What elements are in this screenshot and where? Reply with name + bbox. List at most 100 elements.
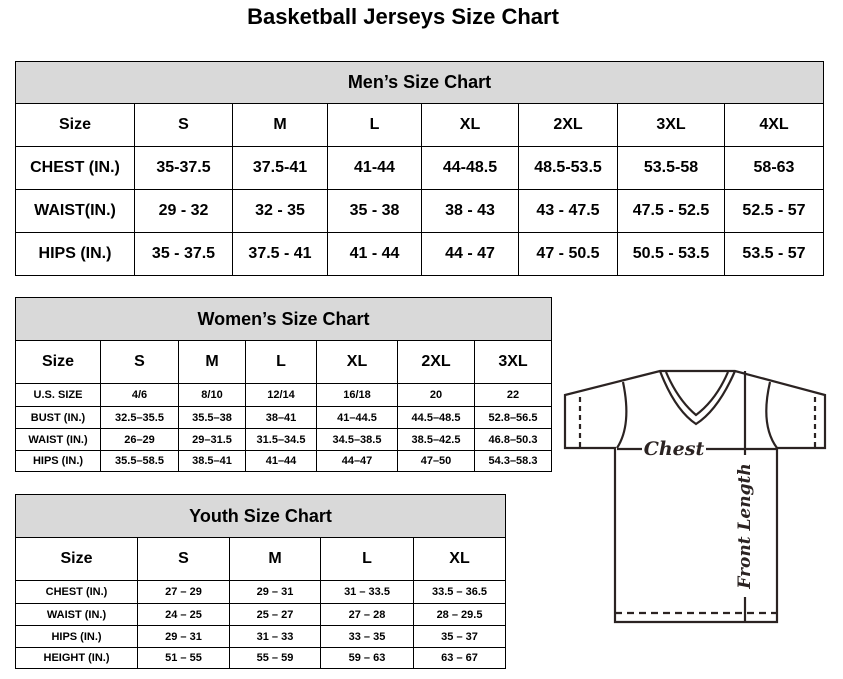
size-label: S <box>137 537 230 581</box>
table-row: WAIST(IN.) 29 - 32 32 - 35 35 - 38 38 - 43 43… <box>15 189 824 233</box>
table-cell: 52.5 - 57 <box>724 189 824 233</box>
table-cell: 51 – 55 <box>137 647 230 669</box>
table-cell: 27 – 28 <box>320 603 414 626</box>
row-label: Size <box>15 537 138 581</box>
table-cell: 41–44.5 <box>316 406 398 429</box>
row-label: BUST (IN.) <box>15 406 101 429</box>
size-label: S <box>100 340 179 384</box>
size-label: 2XL <box>518 103 618 147</box>
size-label: 3XL <box>473 340 553 384</box>
row-label: WAIST(IN.) <box>15 189 135 233</box>
table-cell: 43 - 47.5 <box>518 189 618 233</box>
table-cell: 47–50 <box>397 450 475 472</box>
size-label: XL <box>421 103 519 147</box>
table-cell: 25 – 27 <box>229 603 321 626</box>
table-cell: 35 - 38 <box>327 189 422 233</box>
size-label: L <box>327 103 422 147</box>
table-cell: 20 <box>397 383 475 407</box>
table-cell: 24 – 25 <box>137 603 230 626</box>
row-label: HIPS (IN.) <box>15 625 138 648</box>
row-label: HIPS (IN.) <box>15 450 101 472</box>
table-cell: 41-44 <box>327 146 422 190</box>
table-cell: 4/6 <box>100 383 179 407</box>
table-cell: 22 <box>473 383 553 407</box>
table-cell: 50.5 - 53.5 <box>617 232 725 276</box>
table-cell: 46.8–50.3 <box>473 428 553 451</box>
table-cell: 47.5 - 52.5 <box>617 189 725 233</box>
table-cell: 31.5–34.5 <box>245 428 317 451</box>
page-title: Basketball Jerseys Size Chart <box>247 4 559 29</box>
table-row: CHEST (IN.) 35-37.5 37.5-41 41-44 44-48.5 48.… <box>15 146 824 190</box>
table-title: Youth Size Chart <box>14 494 507 538</box>
table-row: U.S. SIZE 4/6 8/10 12/14 16/18 20 22 <box>15 383 553 407</box>
table-cell: 44-48.5 <box>421 146 519 190</box>
size-label: 2XL <box>397 340 475 384</box>
size-label: M <box>232 103 328 147</box>
table-row: HEIGHT (IN.) 51 – 55 55 – 59 59 – 63 63 – 67 <box>15 647 507 669</box>
jersey-measurement-diagram: Chest Front Length <box>563 369 827 624</box>
table-row: HIPS (IN.) 29 – 31 31 – 33 33 – 35 35 – 37 <box>15 625 507 648</box>
table-cell: 54.3–58.3 <box>473 450 553 472</box>
front-length-label: Front Length <box>735 463 755 589</box>
table-cell: 29–31.5 <box>178 428 246 451</box>
table-cell: 12/14 <box>245 383 317 407</box>
row-label: WAIST (IN.) <box>15 603 138 626</box>
size-header-row: Size S M L XL <box>15 537 507 581</box>
table-cell: 8/10 <box>178 383 246 407</box>
table-cell: 38.5–42.5 <box>397 428 475 451</box>
table-cell: 53.5-58 <box>617 146 725 190</box>
table-cell: 37.5 - 41 <box>232 232 328 276</box>
row-label: WAIST (IN.) <box>15 428 101 451</box>
table-cell: 33.5 – 36.5 <box>412 580 507 604</box>
table-cell: 26–29 <box>100 428 179 451</box>
size-header-row: Size S M L XL 2XL 3XL <box>15 340 553 384</box>
table-cell: 38 - 43 <box>421 189 519 233</box>
row-label: Size <box>15 340 101 384</box>
table-cell: 41–44 <box>245 450 317 472</box>
mens-size-table: Men’s Size Chart Size S M L XL 2XL 3XL 4XL CHEST … <box>15 61 824 276</box>
row-label: HIPS (IN.) <box>15 232 135 276</box>
table-cell: 44.5–48.5 <box>397 406 475 429</box>
right-armhole <box>765 381 778 449</box>
table-cell: 33 – 35 <box>320 625 414 648</box>
table-cell: 31 – 33 <box>229 625 321 648</box>
table-cell: 29 – 31 <box>229 580 321 604</box>
table-title: Men’s Size Chart <box>15 61 824 104</box>
size-label: XL <box>316 340 398 384</box>
table-row: CHEST (IN.) 27 – 29 29 – 31 31 – 33.5 33.5 –… <box>15 580 507 604</box>
table-cell: 28 – 29.5 <box>412 603 507 626</box>
table-cell: 63 – 67 <box>412 647 507 669</box>
table-title: Women’s Size Chart <box>14 297 553 341</box>
table-cell: 35 - 37.5 <box>134 232 233 276</box>
size-header-row: Size S M L XL 2XL 3XL 4XL <box>15 103 824 147</box>
table-cell: 44 - 47 <box>421 232 519 276</box>
table-cell: 32 - 35 <box>232 189 328 233</box>
table-cell: 58-63 <box>724 146 824 190</box>
table-cell: 41 - 44 <box>327 232 422 276</box>
row-label: Size <box>15 103 135 147</box>
size-label: 4XL <box>724 103 824 147</box>
table-cell: 35-37.5 <box>134 146 233 190</box>
row-label: CHEST (IN.) <box>15 580 138 604</box>
table-cell: 52.8–56.5 <box>473 406 553 429</box>
size-label: L <box>245 340 317 384</box>
table-cell: 29 - 32 <box>134 189 233 233</box>
table-cell: 16/18 <box>316 383 398 407</box>
table-cell: 31 – 33.5 <box>320 580 414 604</box>
table-cell: 44–47 <box>316 450 398 472</box>
size-label: L <box>320 537 414 581</box>
table-cell: 38–41 <box>245 406 317 429</box>
table-row: WAIST (IN.) 26–29 29–31.5 31.5–34.5 34.5–38.… <box>15 428 553 451</box>
row-label: CHEST (IN.) <box>15 146 135 190</box>
collar <box>664 371 730 417</box>
chest-label: Chest <box>644 438 705 460</box>
size-label: M <box>229 537 321 581</box>
table-cell: 59 – 63 <box>320 647 414 669</box>
table-cell: 29 – 31 <box>137 625 230 648</box>
table-cell: 35.5–58.5 <box>100 450 179 472</box>
table-cell: 35 – 37 <box>412 625 507 648</box>
table-cell: 32.5–35.5 <box>100 406 179 429</box>
table-cell: 34.5–38.5 <box>316 428 398 451</box>
table-cell: 55 – 59 <box>229 647 321 669</box>
table-row: HIPS (IN.) 35.5–58.5 38.5–41 41–44 44–47 47–5… <box>15 450 553 472</box>
